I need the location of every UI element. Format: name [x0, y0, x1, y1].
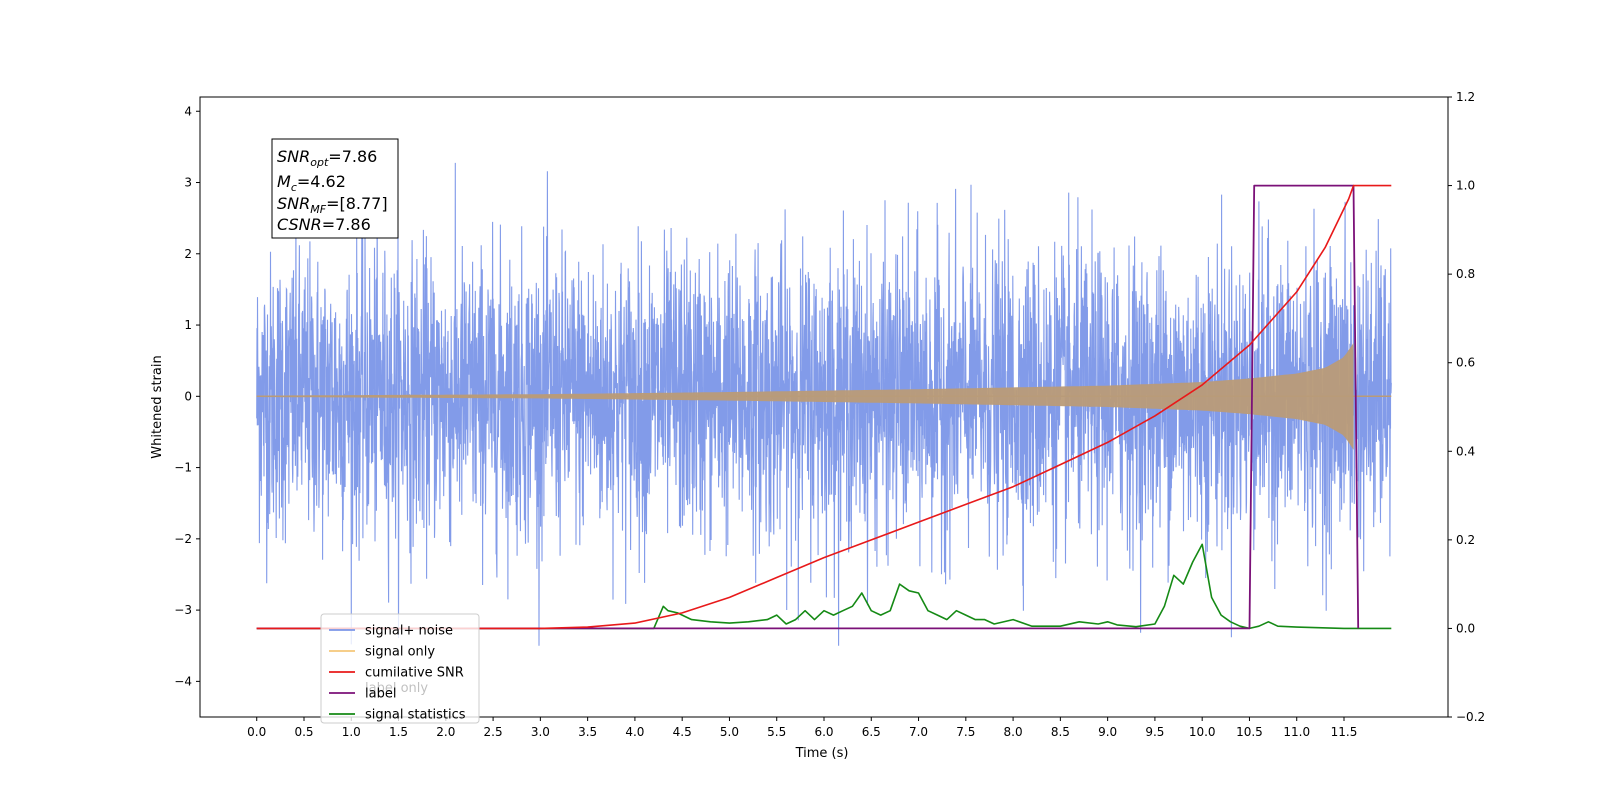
legend: label only signal+ noise signal only cumil… [320, 613, 480, 724]
y2-tick-label-4: 0.4 [1456, 444, 1475, 458]
x-tick-label-18: 9.0 [1098, 725, 1117, 739]
y-axis-label: Whitened strain [150, 355, 165, 458]
y2-axis: 1.2 1.0 0.8 0.6 0.4 0.2 0.0 −0.2 [1448, 90, 1485, 724]
x-tick-label-8: 4.0 [625, 725, 644, 739]
y-tick-label-3: 1 [184, 318, 192, 332]
annotation-snr-opt-value: =7.86 [328, 147, 377, 166]
x-tick-label-13: 6.5 [862, 725, 881, 739]
y-tick-label-6: −2 [174, 532, 192, 546]
x-tick-label-14: 7.0 [909, 725, 928, 739]
series-cumulative-snr-line [256, 184, 1392, 630]
annotation-mc-symbol: M [277, 172, 291, 191]
legend-label-2: cumilative SNR [365, 666, 464, 681]
y-tick-label-1: 3 [184, 176, 192, 190]
annotation-csnr-symbol: CSNR [277, 215, 322, 234]
legend-label-4: signal statistics [365, 708, 466, 723]
annotation-frame [271, 138, 399, 239]
x-tick-label-11: 5.5 [767, 725, 786, 739]
y2-tick-label-3: 0.6 [1456, 356, 1475, 370]
annotation-mc-value: =4.62 [297, 172, 346, 191]
y2-tick-label-2: 0.8 [1456, 267, 1475, 281]
annotation-box: SNRopt=7.86 Mc=4.62 SNRMF=[8.77] CSNR=7.… [271, 138, 399, 239]
series-layer [256, 162, 1392, 646]
x-tick-label-15: 7.5 [956, 725, 975, 739]
x-tick-label-2: 1.0 [342, 725, 361, 739]
x-tick-label-5: 2.5 [484, 725, 503, 739]
series-label-line [256, 184, 1360, 630]
x-tick-label-0: 0.0 [247, 725, 266, 739]
y-tick-label-0: 4 [184, 104, 192, 118]
y-tick-label-5: −1 [174, 461, 192, 475]
legend-ghost-text: label only [365, 681, 428, 696]
y2-tick-label-1: 1.0 [1456, 179, 1475, 193]
annotation-snr-opt-sub: opt [310, 156, 329, 169]
x-axis: 0.0 0.5 1.0 1.5 2.0 2.5 3.0 3.5 4.0 4.5 5.0 5.5 6.0 6… [247, 717, 1357, 739]
x-tick-label-12: 6.0 [814, 725, 833, 739]
legend-label-3: label [365, 687, 396, 702]
legend-label-1: signal only [365, 645, 435, 660]
annotation-snr-mf-sub: MF [310, 203, 326, 216]
x-tick-label-16: 8.0 [1004, 725, 1023, 739]
annotation-csnr-value: =7.86 [322, 215, 371, 234]
annotation-line-mc: Mc=4.62 [277, 172, 346, 194]
annotation-mc-sub: c [291, 181, 297, 194]
x-tick-label-9: 4.5 [673, 725, 692, 739]
annotation-line-snr-opt: SNRopt=7.86 [277, 147, 377, 169]
y-tick-label-7: −3 [174, 603, 192, 617]
y2-tick-label-7: −0.2 [1456, 710, 1485, 724]
x-tick-label-19: 9.5 [1145, 725, 1164, 739]
x-axis-label: Time (s) [795, 746, 849, 761]
annotation-snr-mf-value: =[8.77] [326, 194, 388, 213]
x-tick-label-7: 3.5 [578, 725, 597, 739]
annotation-snr-opt-symbol: SNR [277, 147, 310, 166]
y2-tick-label-5: 0.2 [1456, 533, 1475, 547]
x-tick-label-23: 11.5 [1331, 725, 1358, 739]
y-tick-label-4: 0 [184, 389, 192, 403]
legend-frame [320, 613, 480, 724]
x-tick-label-22: 11.0 [1283, 725, 1310, 739]
annotation-line-csnr: CSNR=7.86 [277, 215, 371, 234]
y2-tick-label-0: 1.2 [1456, 90, 1475, 104]
y-axis: 4 3 2 1 0 −1 −2 −3 −4 [174, 104, 200, 688]
y2-tick-label-6: 0.0 [1456, 621, 1475, 635]
x-tick-label-1: 0.5 [294, 725, 313, 739]
series-signal-statistics-line [256, 543, 1392, 630]
y-tick-label-8: −4 [174, 674, 192, 688]
x-tick-label-21: 10.5 [1236, 725, 1263, 739]
annotation-snr-mf-symbol: SNR [277, 194, 310, 213]
legend-label-0: signal+ noise [365, 624, 453, 639]
x-tick-label-10: 5.0 [720, 725, 739, 739]
x-tick-label-20: 10.0 [1189, 725, 1216, 739]
y-tick-label-2: 2 [184, 247, 192, 261]
x-tick-label-4: 2.0 [436, 725, 455, 739]
x-tick-label-3: 1.5 [389, 725, 408, 739]
x-tick-label-6: 3.0 [531, 725, 550, 739]
x-tick-label-17: 8.5 [1051, 725, 1070, 739]
annotation-line-snr-mf: SNRMF=[8.77] [277, 194, 388, 216]
